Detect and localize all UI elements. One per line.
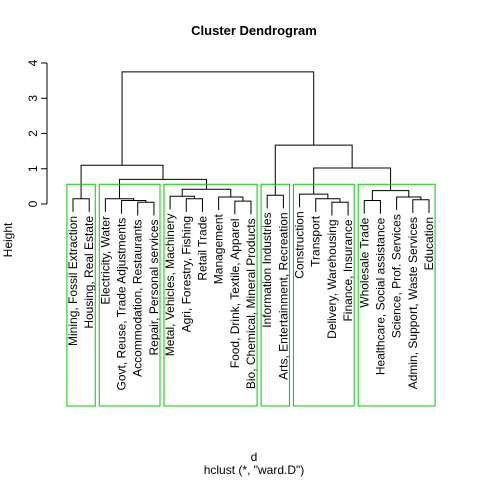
leaf-label: Agri, Forestry, Fishing bbox=[179, 216, 193, 332]
leaf-label: Metal, Vehicles, Machinery bbox=[163, 213, 177, 356]
leaf-label: Education bbox=[422, 217, 436, 270]
leaf-label: Electricity, Water bbox=[98, 216, 112, 305]
dendrogram-link bbox=[274, 144, 353, 196]
leaf-label: Retail Trade bbox=[195, 216, 209, 281]
x-axis-label: d bbox=[251, 450, 258, 464]
y-tick-label: 1 bbox=[26, 165, 40, 172]
cluster-box bbox=[163, 183, 258, 407]
leaf-label: Mining, Fossil Extraction bbox=[66, 216, 80, 346]
y-axis-label: Height bbox=[1, 222, 15, 257]
dendrogram-link bbox=[315, 198, 341, 212]
leaf-label: Healthcare, Social assistance bbox=[373, 217, 387, 375]
leaf-label: Science, Prof. Services bbox=[390, 214, 404, 338]
cluster-box bbox=[98, 183, 161, 407]
leaf-label: Wholesale Trade bbox=[357, 217, 371, 307]
dendrogram-link bbox=[371, 190, 410, 201]
dendrogram-link bbox=[412, 199, 430, 213]
leaf-label: Arts, Entertainment, Recreation bbox=[276, 212, 290, 379]
leaf-label: Accommodation, Restaurants bbox=[131, 219, 145, 376]
leaf-label: Transport bbox=[309, 215, 323, 267]
leaf-label: Govt, Reuse, Trade Adjustments bbox=[115, 218, 129, 391]
y-tick-label: 0 bbox=[26, 200, 40, 207]
y-tick-label: 4 bbox=[26, 59, 40, 66]
leaf-label: Admin, Support, Waste Services bbox=[406, 217, 420, 389]
y-tick-label: 3 bbox=[26, 95, 40, 102]
dendrogram-link bbox=[363, 199, 381, 214]
subtitle: hclust (*, "ward.D") bbox=[204, 463, 305, 477]
dendrogram-link bbox=[234, 200, 252, 215]
dendrogram-link bbox=[218, 196, 244, 211]
dendrogram-link bbox=[331, 201, 349, 216]
leaf-label: Bio, Chemical, Mineral Products bbox=[244, 218, 258, 389]
dendrogram-link bbox=[185, 198, 203, 212]
chart-title: Cluster Dendrogram bbox=[191, 23, 317, 38]
cluster-box bbox=[357, 183, 436, 407]
dendrogram-link bbox=[266, 194, 284, 209]
dendrogram-link bbox=[80, 164, 164, 199]
leaf-label: Information Industries bbox=[260, 212, 274, 327]
dendrogram-link bbox=[121, 71, 315, 166]
leaf-label: Management bbox=[212, 214, 226, 285]
leaf-label: Construction bbox=[293, 211, 307, 278]
cluster-box bbox=[260, 183, 290, 407]
dendrogram-link bbox=[299, 193, 329, 208]
y-tick-label: 2 bbox=[26, 130, 40, 137]
cluster-box bbox=[292, 183, 355, 407]
dendrogram-link bbox=[72, 198, 90, 212]
leaf-label: Housing, Real Estate bbox=[82, 216, 96, 329]
leaf-label: Food, Drink, Textile, Apparel bbox=[228, 218, 242, 368]
leaf-label: Finance, Insurance bbox=[341, 219, 355, 321]
cluster-box bbox=[66, 183, 96, 407]
leaf-label: Repair, Personal services bbox=[147, 219, 161, 355]
leaf-label: Delivery, Warehousing bbox=[325, 219, 339, 338]
dendrogram-link bbox=[396, 196, 422, 211]
dendrogram-link bbox=[137, 201, 155, 216]
